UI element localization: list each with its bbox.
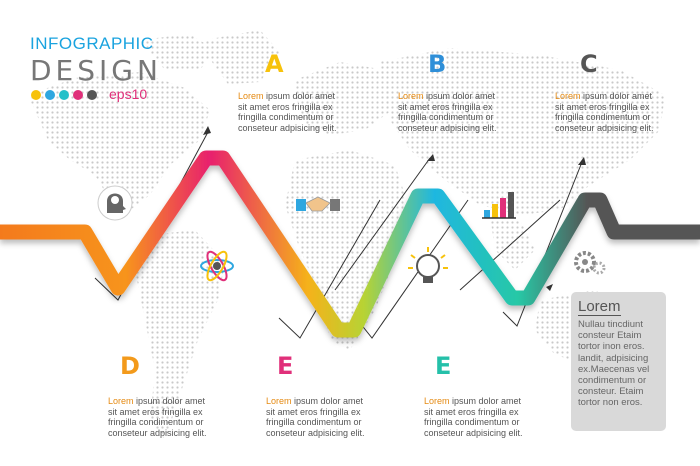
- step-letter-c: C: [580, 50, 598, 78]
- step-letter-b: B: [428, 50, 447, 78]
- bar-chart-icon: [482, 192, 516, 219]
- color-dot: [73, 90, 83, 100]
- color-dot: [31, 90, 41, 100]
- gears-icon: [574, 251, 606, 275]
- step-text-b: Lorem ipsum dolor amet sit amet eros fri…: [398, 91, 497, 133]
- step-text-a: Lorem ipsum dolor amet sit amet eros fri…: [238, 91, 337, 133]
- color-dot: [59, 90, 69, 100]
- step-letter-e2: E: [435, 352, 452, 380]
- brain-head-icon: [97, 185, 133, 221]
- step-text-e2: Lorem ipsum dolor amet sit amet eros fri…: [424, 396, 523, 438]
- step-text-e: Lorem ipsum dolor amet sit amet eros fri…: [266, 396, 365, 438]
- zigzag-ribbon: [0, 150, 700, 338]
- side-panel-body: Nullau tincdiunt consteur Etaim tortor in…: [578, 319, 650, 409]
- eps-label: eps10: [109, 86, 148, 102]
- title-line-2: DESIGN: [30, 54, 162, 87]
- step-letter-e: E: [277, 352, 294, 380]
- step-letter-d: D: [120, 352, 140, 380]
- step-text-c: Lorem ipsum dolor amet sit amet eros fri…: [555, 91, 654, 133]
- title-line-1: INFOGRAPHIC: [30, 34, 154, 53]
- atom-people-icon: [200, 250, 234, 282]
- color-dots: [31, 90, 97, 100]
- color-dot: [45, 90, 55, 100]
- color-dot: [87, 90, 97, 100]
- side-text-panel: Lorem Nullau tincdiunt consteur Etaim tor…: [571, 292, 666, 431]
- handshake-icon: [296, 196, 340, 212]
- side-panel-heading: Lorem: [578, 298, 621, 316]
- step-letter-a: A: [265, 50, 284, 78]
- arrow-heads: [203, 126, 586, 291]
- step-text-d: Lorem ipsum dolor amet sit amet eros fri…: [108, 396, 207, 438]
- lightbulb-icon: [408, 247, 448, 283]
